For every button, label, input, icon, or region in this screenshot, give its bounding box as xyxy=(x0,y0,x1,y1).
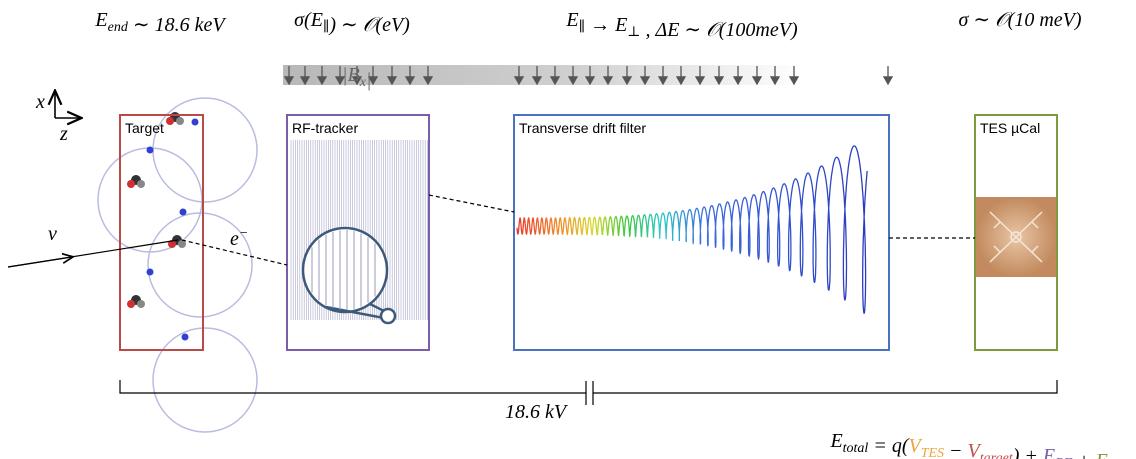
beam-lines xyxy=(7,194,975,268)
formula-sub: RF xyxy=(1054,456,1073,459)
box-label: Target xyxy=(125,120,164,136)
voltage-bracket xyxy=(119,380,1058,405)
atom xyxy=(176,117,184,125)
orbit xyxy=(152,97,258,203)
formula-part: E xyxy=(1095,450,1108,459)
formula-part: e xyxy=(230,228,239,250)
formula-sub: ⊥ xyxy=(627,25,640,40)
box xyxy=(119,114,204,351)
formula-part: | xyxy=(366,69,372,91)
orbit xyxy=(152,327,258,433)
electron-dot xyxy=(181,333,189,341)
formula-part: ) + xyxy=(1012,445,1043,459)
chip-pattern xyxy=(989,211,1043,263)
voltage-label: 18.6 kV xyxy=(505,401,569,423)
formula-sub: end xyxy=(108,20,129,35)
atom xyxy=(137,300,145,308)
target-art xyxy=(97,97,258,433)
atom xyxy=(127,180,135,188)
formula-sub: TES xyxy=(921,446,944,459)
electron-label: e− xyxy=(230,226,248,250)
axis-z: z xyxy=(59,123,68,145)
box xyxy=(286,114,430,351)
electron-dot xyxy=(179,208,187,216)
field-arrows xyxy=(283,66,894,86)
energy-formula: Etotal = q(VTES − Vtarget) + ERF + Ecal xyxy=(829,430,1125,459)
electron-dot xyxy=(146,146,154,154)
formula-part: → E xyxy=(585,14,627,36)
formula-part: = q( xyxy=(868,435,909,457)
box xyxy=(974,114,1058,351)
top-label: σ ∼ 𝒪(10 meV) xyxy=(958,9,1081,31)
formula-sub: total xyxy=(843,441,869,456)
box xyxy=(513,114,890,351)
formula-sub: x xyxy=(359,75,367,90)
axes-icon xyxy=(55,92,80,118)
magnifier xyxy=(301,226,397,325)
neutrino-label: ν xyxy=(48,223,57,245)
formula-sub: target xyxy=(980,451,1014,459)
electron-dot xyxy=(191,118,199,126)
formula-part: V xyxy=(908,435,923,457)
formula-part: σ(E xyxy=(294,9,323,31)
top-label: E∥ → E⊥ , ΔE ∼ 𝒪(100meV) xyxy=(565,9,798,41)
formula-part: + xyxy=(1072,450,1096,459)
formula-part: σ ∼ 𝒪(10 meV) xyxy=(958,9,1081,31)
formula-part: V xyxy=(968,440,983,459)
formula-part: , ΔE ∼ 𝒪(100meV) xyxy=(640,19,798,41)
rf-art xyxy=(290,140,428,320)
top-label: Eend ∼ 18.6 keV xyxy=(94,9,227,36)
electron-dot xyxy=(146,268,154,276)
box-label: TES µCal xyxy=(980,120,1040,136)
atom xyxy=(178,240,186,248)
box-label: Transverse drift filter xyxy=(519,120,646,136)
drift-trajectory xyxy=(516,145,868,315)
atom xyxy=(127,300,135,308)
axis-x: x xyxy=(35,91,45,113)
formula-part: keV xyxy=(195,14,228,36)
formula-part: |B xyxy=(342,64,360,86)
magnified-waves xyxy=(311,230,376,310)
orbit xyxy=(97,147,203,253)
formula-sub: ∥ xyxy=(579,19,585,35)
formula-part: E xyxy=(565,9,578,31)
atom xyxy=(168,240,176,248)
formula-part: − xyxy=(944,440,968,459)
field-label: |Bx| xyxy=(342,64,371,91)
formula-part: E xyxy=(829,430,842,452)
formula-sup: − xyxy=(239,226,248,241)
top-label: σ(E∥) ∼ 𝒪(eV) xyxy=(294,9,410,36)
atom xyxy=(137,180,145,188)
formula-sub: ∥ xyxy=(323,19,329,35)
formula-part: E xyxy=(94,9,107,31)
formula-part: E xyxy=(1042,445,1055,459)
atom xyxy=(166,117,174,125)
formula-part: ) ∼ 𝒪(eV) xyxy=(328,14,410,36)
formula-part: ∼ 18.6 xyxy=(128,14,195,36)
box-label: RF-tracker xyxy=(292,120,358,136)
